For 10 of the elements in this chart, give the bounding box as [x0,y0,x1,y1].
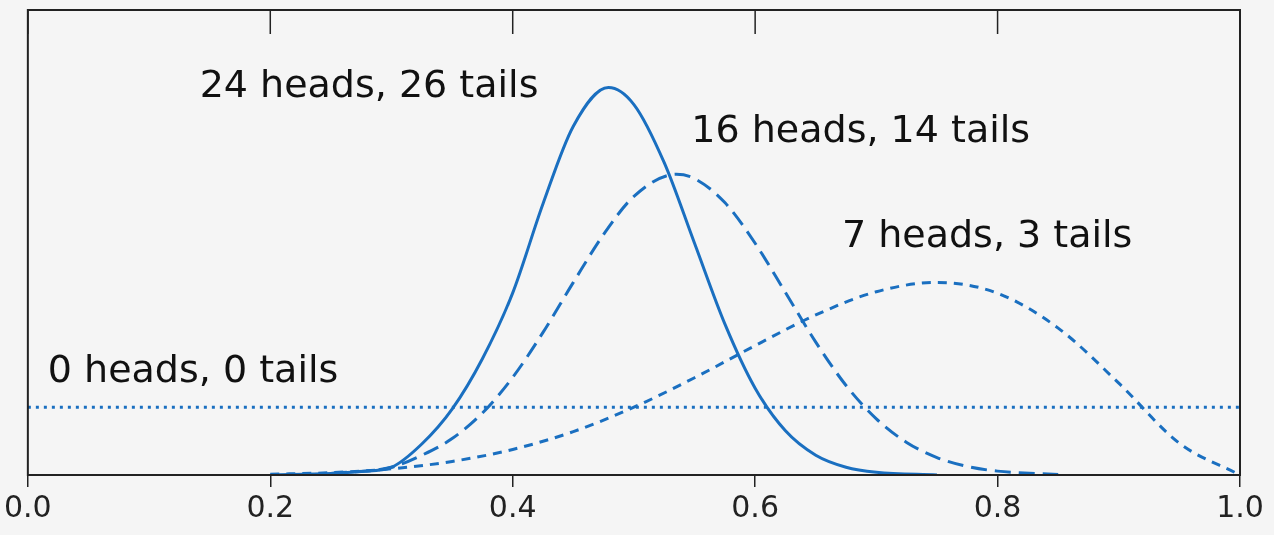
x-tick-label: 0.0 [4,488,52,524]
x-tick-label: 0.4 [488,488,537,524]
series-label: 24 heads, 26 tails [199,62,539,107]
x-tick-label: 0.2 [246,488,295,524]
series-label: 16 heads, 14 tails [691,107,1031,152]
series-label: 7 heads, 3 tails [841,212,1133,257]
x-tick-label: 1.0 [1216,488,1264,524]
x-tick-label: 0.8 [973,488,1022,524]
x-tick-label: 0.6 [731,488,779,524]
series-label: 0 heads, 0 tails [47,347,339,392]
